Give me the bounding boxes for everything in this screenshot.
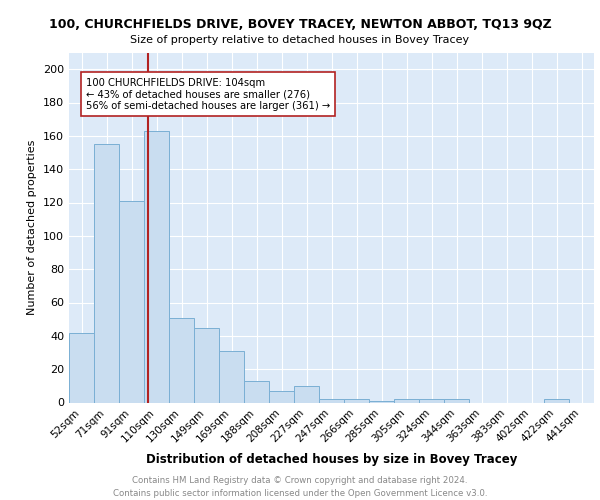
Bar bbox=[219, 351, 244, 403]
Bar bbox=[144, 131, 169, 402]
Text: 100, CHURCHFIELDS DRIVE, BOVEY TRACEY, NEWTON ABBOT, TQ13 9QZ: 100, CHURCHFIELDS DRIVE, BOVEY TRACEY, N… bbox=[49, 18, 551, 30]
Bar bbox=[294, 386, 319, 402]
Bar bbox=[244, 381, 269, 402]
Bar bbox=[319, 399, 344, 402]
Bar bbox=[444, 399, 469, 402]
Bar bbox=[269, 391, 294, 402]
Bar bbox=[344, 399, 369, 402]
Bar bbox=[119, 201, 144, 402]
Bar bbox=[94, 144, 119, 403]
Y-axis label: Number of detached properties: Number of detached properties bbox=[28, 140, 37, 315]
Text: Size of property relative to detached houses in Bovey Tracey: Size of property relative to detached ho… bbox=[130, 35, 470, 45]
Text: Contains HM Land Registry data © Crown copyright and database right 2024.
Contai: Contains HM Land Registry data © Crown c… bbox=[113, 476, 487, 498]
Bar bbox=[419, 399, 444, 402]
Bar bbox=[369, 401, 394, 402]
Bar bbox=[169, 318, 194, 402]
Text: 100 CHURCHFIELDS DRIVE: 104sqm
← 43% of detached houses are smaller (276)
56% of: 100 CHURCHFIELDS DRIVE: 104sqm ← 43% of … bbox=[86, 78, 330, 110]
Bar bbox=[194, 328, 219, 402]
Bar bbox=[544, 399, 569, 402]
Bar bbox=[69, 332, 94, 402]
X-axis label: Distribution of detached houses by size in Bovey Tracey: Distribution of detached houses by size … bbox=[146, 452, 517, 466]
Bar bbox=[394, 399, 419, 402]
